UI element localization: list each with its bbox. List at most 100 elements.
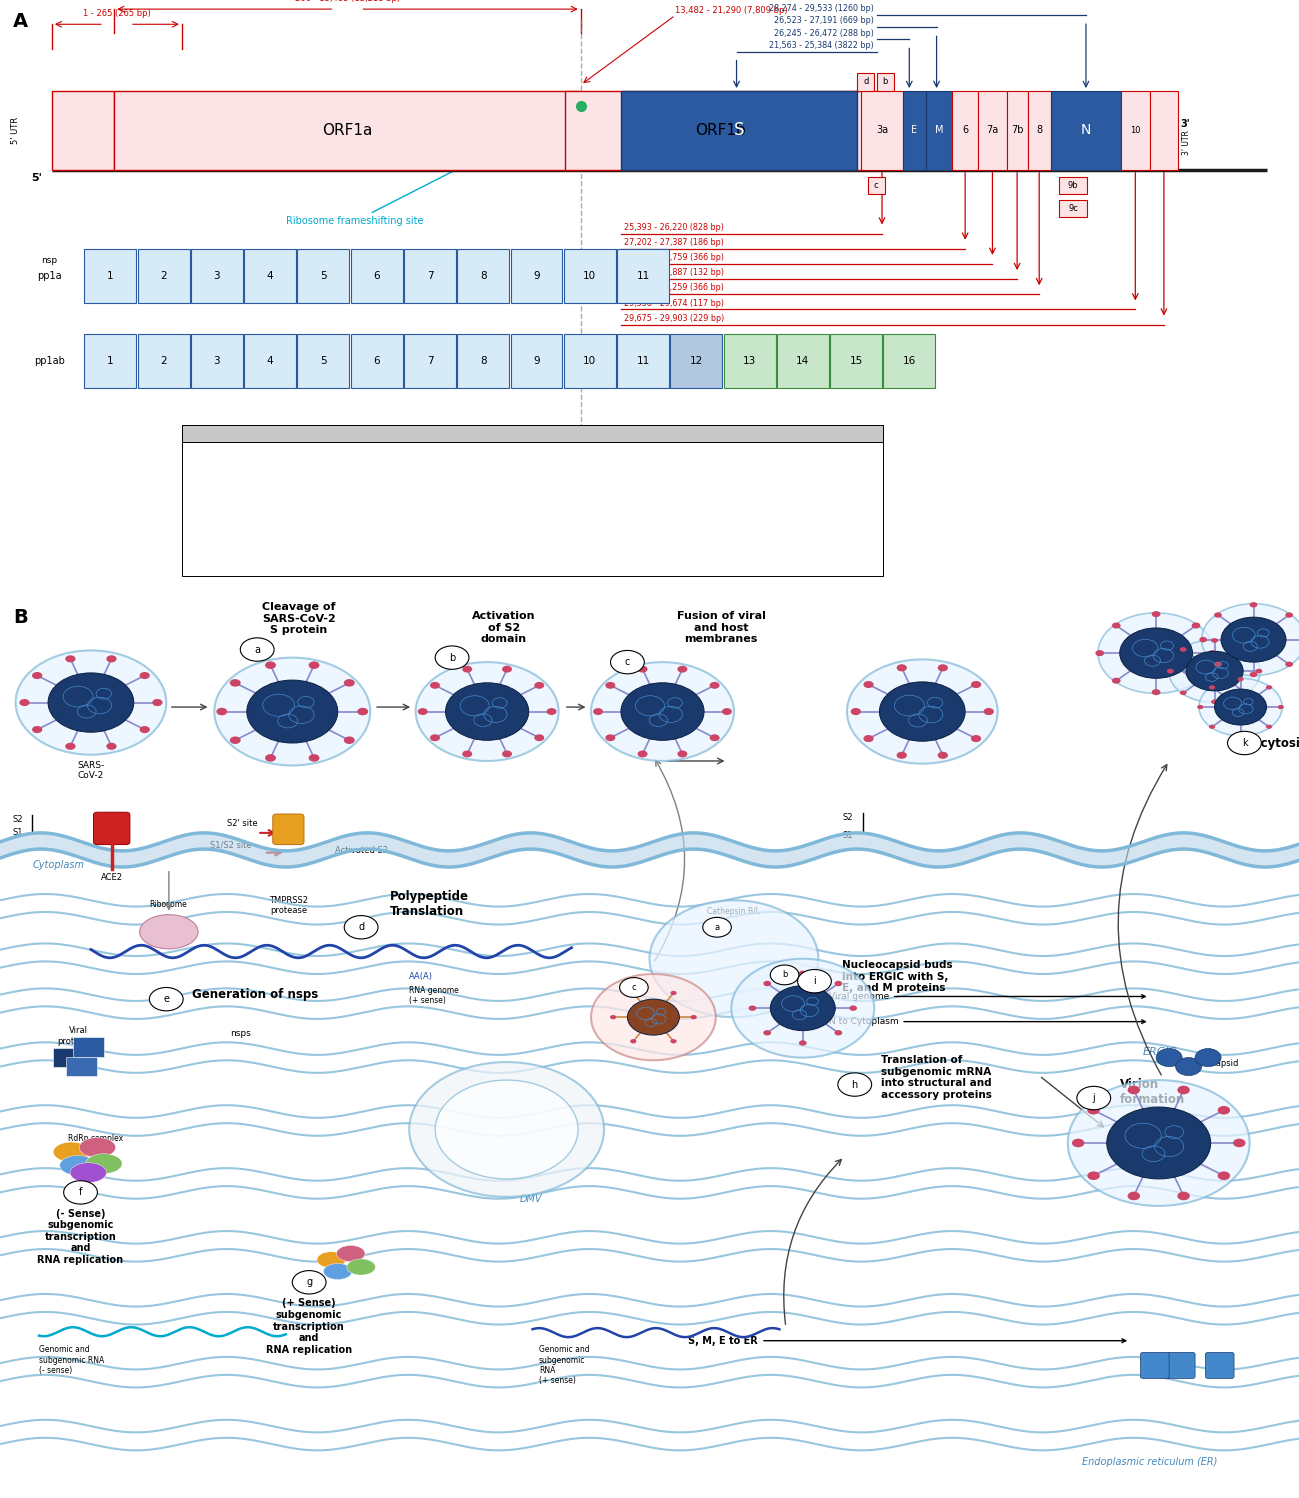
Text: Proofreading of viral replication: Proofreading of viral replication (221, 464, 323, 469)
FancyBboxPatch shape (777, 334, 829, 388)
Circle shape (983, 709, 994, 715)
Circle shape (722, 709, 731, 715)
Text: 5: 5 (320, 357, 327, 366)
Circle shape (1267, 685, 1272, 689)
Circle shape (1250, 602, 1257, 608)
Text: a: a (714, 923, 720, 932)
Text: a: a (255, 644, 260, 655)
FancyBboxPatch shape (1059, 177, 1087, 195)
Circle shape (139, 727, 149, 733)
Circle shape (638, 750, 648, 758)
Circle shape (630, 990, 637, 995)
Circle shape (838, 1073, 872, 1097)
FancyBboxPatch shape (1121, 91, 1150, 169)
Text: d: d (359, 923, 364, 932)
Circle shape (1191, 623, 1200, 629)
Text: Nucleocapsid: Nucleocapsid (1182, 1059, 1238, 1068)
Text: 1: 1 (199, 445, 204, 454)
Circle shape (1177, 1191, 1190, 1200)
Ellipse shape (336, 1245, 365, 1261)
FancyBboxPatch shape (830, 334, 882, 388)
Text: Virion
formation: Virion formation (1120, 1077, 1185, 1106)
FancyBboxPatch shape (511, 334, 562, 388)
Circle shape (1072, 1138, 1085, 1147)
Circle shape (770, 965, 799, 984)
Circle shape (1098, 613, 1215, 694)
Text: Forms multimeric RNA polymerase with nsp7: Forms multimeric RNA polymerase with nsp… (221, 565, 366, 571)
Text: 5: 5 (320, 271, 327, 282)
Ellipse shape (140, 915, 197, 948)
Circle shape (501, 665, 512, 673)
Text: Genomic and
subgenomic
RNA
(+ sense): Genomic and subgenomic RNA (+ sense) (539, 1345, 590, 1386)
Circle shape (850, 1005, 857, 1011)
Text: 13: 13 (743, 357, 756, 366)
Text: M: M (935, 126, 943, 135)
Text: ERGIC: ERGIC (1143, 1047, 1177, 1056)
Text: Activation
of S2
domain: Activation of S2 domain (473, 611, 535, 644)
Circle shape (292, 1270, 326, 1294)
FancyBboxPatch shape (978, 91, 1007, 169)
Text: e: e (164, 995, 169, 1004)
Circle shape (799, 971, 807, 977)
FancyBboxPatch shape (1205, 1353, 1234, 1378)
Circle shape (418, 709, 427, 715)
Text: 4: 4 (199, 496, 204, 505)
Text: 10: 10 (1130, 126, 1141, 135)
Circle shape (1215, 662, 1222, 667)
Circle shape (864, 682, 874, 688)
FancyBboxPatch shape (53, 1047, 84, 1068)
Text: b: b (782, 971, 787, 980)
Text: SARS-
CoV-2: SARS- CoV-2 (78, 761, 104, 780)
FancyBboxPatch shape (868, 177, 885, 195)
Ellipse shape (323, 1263, 352, 1279)
FancyBboxPatch shape (351, 249, 403, 303)
Text: Activated S2: Activated S2 (335, 846, 388, 855)
Circle shape (1202, 604, 1299, 676)
Circle shape (430, 734, 440, 742)
Text: d: d (863, 78, 869, 87)
Text: 3: 3 (213, 357, 221, 366)
Text: 9b: 9b (1068, 181, 1078, 190)
Circle shape (416, 662, 559, 761)
Text: 4: 4 (266, 271, 274, 282)
Text: 3: 3 (213, 271, 221, 282)
Ellipse shape (86, 1153, 122, 1173)
Circle shape (650, 900, 818, 1017)
Text: c: c (625, 658, 630, 667)
Text: 26,245 - 26,472 (288 bp): 26,245 - 26,472 (288 bp) (774, 28, 874, 37)
Text: ORF1b: ORF1b (695, 123, 747, 138)
Circle shape (1242, 691, 1250, 695)
Circle shape (670, 1040, 677, 1044)
Text: 15: 15 (850, 357, 863, 366)
Circle shape (847, 659, 998, 764)
Circle shape (864, 736, 874, 742)
FancyBboxPatch shape (903, 91, 926, 169)
FancyBboxPatch shape (138, 249, 190, 303)
Text: DMV: DMV (520, 1194, 542, 1204)
FancyBboxPatch shape (670, 334, 722, 388)
Circle shape (430, 682, 440, 689)
Text: 7a: 7a (986, 126, 999, 135)
Text: Helicase domain: Helicase domain (572, 515, 625, 520)
Text: c: c (874, 181, 878, 190)
Text: Nucleocapsid buds
into ERGIC with S,
E, and M proteins: Nucleocapsid buds into ERGIC with S, E, … (842, 960, 952, 993)
FancyBboxPatch shape (1051, 91, 1121, 169)
Text: E: E (1154, 1363, 1159, 1369)
Text: Anchors replication transcription complex to ER: Anchors replication transcription comple… (221, 497, 375, 503)
Text: Proofreading of viral replication: Proofreading of viral replication (572, 532, 674, 536)
Text: RNA-dependent RNA polymerase: RNA-dependent RNA polymerase (221, 548, 327, 554)
Circle shape (630, 1040, 637, 1044)
Text: 5: 5 (199, 512, 204, 521)
Text: RdRp complex: RdRp complex (68, 1134, 122, 1143)
Text: pp1ab: pp1ab (34, 357, 65, 366)
Text: 5' UTR: 5' UTR (12, 117, 19, 144)
Text: S1: S1 (843, 831, 853, 840)
Circle shape (834, 981, 842, 986)
Text: 6: 6 (199, 530, 204, 539)
FancyBboxPatch shape (457, 249, 509, 303)
Text: S1/S2 site: S1/S2 site (210, 840, 252, 849)
Text: k: k (1242, 739, 1247, 748)
Text: 26,523 - 27,191 (669 bp): 26,523 - 27,191 (669 bp) (774, 16, 874, 25)
Text: 9: 9 (533, 357, 540, 366)
FancyBboxPatch shape (244, 334, 296, 388)
